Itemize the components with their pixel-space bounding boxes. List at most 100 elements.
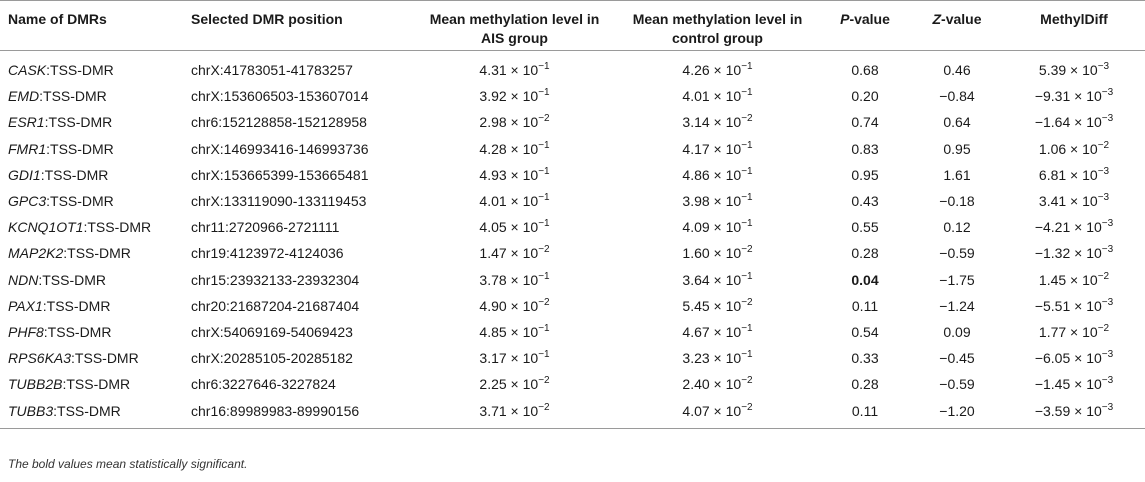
control-exponent: −1 [741,322,753,334]
gene-name: TUBB3 [8,402,54,419]
diff-exponent: −3 [1101,87,1114,99]
table-row: MAP2K2:TSS-DMR chr19:4123972-4124036 1.47 … [0,240,1145,266]
ais-mantissa: 4.28 × 10 [479,140,539,157]
ais-exponent: −1 [538,61,550,73]
diff-exponent: −3 [1097,61,1110,73]
ais-exponent: −1 [538,270,550,282]
ais-exponent: −2 [538,244,550,256]
header-z-value: Z-value [911,0,1003,51]
table-row: GDI1:TSS-DMR chrX:153665399-153665481 4.93… [0,162,1145,188]
ais-mantissa: 2.98 × 10 [479,114,539,131]
gene-name: FMR1 [8,140,47,157]
control-mantissa: 1.60 × 10 [682,245,742,262]
cell-position: chr20:21687204-21687404 [191,297,360,314]
diff-mantissa: −4.21 × 10 [1034,219,1102,236]
diff-exponent: −3 [1101,113,1114,125]
ais-mantissa: 2.25 × 10 [479,376,539,393]
dmr-suffix: :TSS-DMR [46,193,114,210]
diff-exponent: −3 [1101,401,1114,413]
cell-z-value: 0.95 [943,140,971,157]
gene-name: NDN [8,271,39,288]
header-p-italic: P [840,11,850,27]
cell-p-value: 0.54 [851,323,879,340]
cell-ais-mean: 3.78 × 10−1 [413,267,616,293]
gene-name: MAP2K2 [8,245,64,262]
diff-exponent: −3 [1101,349,1114,361]
table-row: GPC3:TSS-DMR chrX:133119090-133119453 4.01… [0,188,1145,214]
cell-control-mean: 4.09 × 10−1 [616,214,819,240]
header-z-rest: -value [941,11,982,27]
cell-z-value: 0.46 [943,62,971,79]
diff-exponent: −3 [1101,375,1114,387]
header-p-value: P-value [819,0,911,51]
cell-methyldiff: −1.45 × 10−3 [1003,371,1145,397]
diff-mantissa: 1.45 × 10 [1038,271,1098,288]
cell-p-value: 0.28 [851,245,879,262]
table-row: PHF8:TSS-DMR chrX:54069169-54069423 4.85 ×… [0,319,1145,345]
cell-p-value: 0.20 [851,88,879,105]
cell-control-mean: 1.60 × 10−2 [616,240,819,266]
cell-ais-mean: 3.71 × 10−2 [413,397,616,429]
ais-exponent: −1 [538,165,550,177]
control-exponent: −2 [741,375,753,387]
ais-mantissa: 4.31 × 10 [479,62,539,79]
control-mantissa: 3.64 × 10 [682,271,742,288]
cell-z-value: −0.18 [939,193,975,210]
diff-exponent: −3 [1097,165,1110,177]
cell-methyldiff: 5.39 × 10−3 [1003,51,1145,84]
ais-mantissa: 3.78 × 10 [479,271,539,288]
dmr-suffix: :TSS-DMR [44,114,113,131]
cell-z-value: 1.61 [943,166,971,183]
cell-methyldiff: −3.59 × 10−3 [1003,397,1145,429]
cell-methyldiff: 6.81 × 10−3 [1003,162,1145,188]
ais-mantissa: 4.90 × 10 [479,297,539,314]
control-exponent: −1 [741,349,753,361]
header-methyldiff: MethylDiff [1003,0,1145,51]
diff-mantissa: −1.45 × 10 [1034,376,1102,393]
control-mantissa: 5.45 × 10 [682,297,742,314]
cell-control-mean: 4.01 × 10−1 [616,83,819,109]
cell-z-value: −1.20 [911,397,1003,429]
gene-name: RPS6KA3 [8,350,72,367]
diff-mantissa: −1.64 × 10 [1034,114,1102,131]
cell-ais-mean: 4.93 × 10−1 [413,162,616,188]
cell-z-value: −1.24 [939,297,975,314]
ais-mantissa: 4.93 × 10 [479,166,539,183]
control-mantissa: 3.14 × 10 [682,114,742,131]
diff-exponent: −3 [1101,296,1114,308]
cell-control-mean: 3.98 × 10−1 [616,188,819,214]
cell-control-mean: 4.07 × 10−2 [616,397,819,429]
control-mantissa: 4.01 × 10 [682,88,742,105]
cell-dmr-name: NDN:TSS-DMR [0,267,183,293]
header-position: Selected DMR position [183,0,413,51]
ais-mantissa: 3.17 × 10 [479,350,539,367]
control-exponent: −2 [741,244,753,256]
cell-p-value: 0.04 [851,271,879,288]
cell-methyldiff: −1.64 × 10−3 [1003,109,1145,135]
cell-dmr-name: RPS6KA3:TSS-DMR [0,345,183,371]
header-name: Name of DMRs [0,0,183,51]
cell-dmr-name: GPC3:TSS-DMR [0,188,183,214]
diff-mantissa: 6.81 × 10 [1038,166,1098,183]
cell-ais-mean: 3.92 × 10−1 [413,83,616,109]
cell-position: chrX:41783051-41783257 [191,62,353,79]
diff-mantissa: 3.41 × 10 [1038,193,1098,210]
control-exponent: −1 [741,218,753,230]
table-row: EMD:TSS-DMR chrX:153606503-153607014 3.92 … [0,83,1145,109]
cell-control-mean: 4.67 × 10−1 [616,319,819,345]
control-exponent: −1 [741,192,753,204]
ais-mantissa: 4.05 × 10 [479,219,539,236]
cell-position: chr6:3227646-3227824 [191,376,336,393]
dmr-suffix: :TSS-DMR [42,297,111,314]
gene-name: CASK [8,62,47,79]
cell-ais-mean: 4.28 × 10−1 [413,136,616,162]
control-mantissa: 3.23 × 10 [682,350,742,367]
ais-exponent: −2 [538,296,550,308]
cell-z-value: 0.09 [943,323,971,340]
gene-name: GDI1 [8,166,41,183]
control-mantissa: 3.98 × 10 [682,193,742,210]
cell-methyldiff: −9.31 × 10−3 [1003,83,1145,109]
cell-p-value: 0.95 [851,166,879,183]
dmr-suffix: :TSS-DMR [53,402,121,419]
ais-exponent: −2 [538,113,550,125]
